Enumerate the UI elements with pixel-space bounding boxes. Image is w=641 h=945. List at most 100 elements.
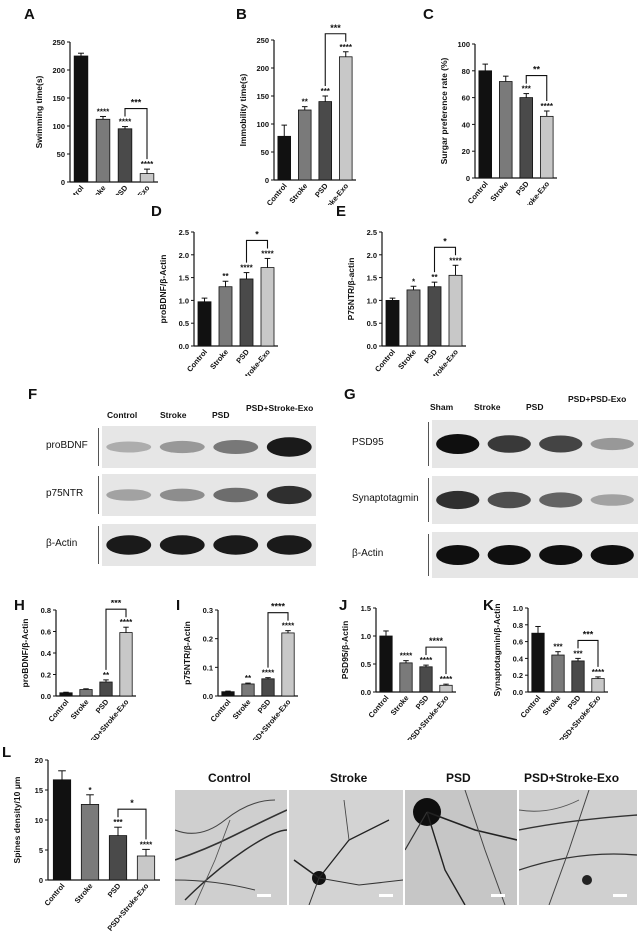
panel-label-j: J <box>339 597 348 614</box>
panel-label-e: E <box>336 203 347 220</box>
comparison-label: *** <box>131 98 142 108</box>
category-label: Control <box>61 184 85 195</box>
chart-l-spine-density: 0 5 10 15 20 Spines density/10 μm Control * Stro… <box>12 756 160 933</box>
comparison-bracket <box>324 33 347 86</box>
chart-j-psd95-ratio: 0.0 0.5 1.0 1.5 PSD95/β-Actin Control **** Stro… <box>340 604 456 740</box>
bar <box>297 109 312 181</box>
blot-band <box>436 490 480 510</box>
comparison-label: **** <box>271 602 286 612</box>
y-tick-label: 0.0 <box>367 342 377 351</box>
category-label: Stroke <box>231 698 253 722</box>
significance-label: * <box>412 277 416 286</box>
category-label: Stroke <box>86 184 108 195</box>
y-tick-label: 0.5 <box>367 319 377 328</box>
bar <box>119 632 133 697</box>
chart-b-immobility-time: 0 50 100 150 200 250 Immobility time(s) Control… <box>238 23 356 205</box>
y-tick-label: 0.0 <box>203 692 213 701</box>
comparison-label: *** <box>111 600 122 608</box>
blot-g-header-2: Stroke <box>474 402 501 412</box>
bar <box>260 267 275 347</box>
y-axis-label: PSD95/β-Actin <box>340 621 350 680</box>
blot-divider <box>428 534 429 576</box>
panel-label-b: B <box>236 6 247 23</box>
significance-label: ** <box>245 674 252 683</box>
y-tick-label: 1.0 <box>513 604 523 613</box>
panel-label-i: I <box>176 597 181 614</box>
significance-label: **** <box>541 102 554 111</box>
bar <box>95 118 111 183</box>
y-tick-label: 1.0 <box>367 296 377 305</box>
micrograph-control <box>175 790 287 905</box>
significance-label: **** <box>440 675 453 684</box>
bar <box>439 684 453 693</box>
y-tick-label: 0.0 <box>41 692 51 701</box>
y-tick-label: 0.4 <box>513 654 524 663</box>
bar <box>80 804 100 881</box>
significance-label: **** <box>282 622 295 631</box>
category-label: Control <box>373 348 397 374</box>
y-tick-label: 0.0 <box>361 688 371 697</box>
category-label: Control <box>466 180 490 205</box>
blot-band <box>159 440 205 454</box>
blot-band <box>213 535 259 555</box>
category-label: PSD <box>422 347 439 365</box>
y-tick-label: 200 <box>256 64 269 73</box>
blot-row: PSD95 <box>346 418 638 470</box>
y-tick-label: 0 <box>39 876 43 885</box>
category-label: PSD <box>566 693 583 711</box>
y-tick-label: 0.2 <box>513 671 523 680</box>
bar <box>406 289 421 347</box>
y-axis-label: Swimming time(s) <box>34 75 44 148</box>
blot-divider <box>98 476 99 514</box>
blot-band <box>436 545 480 565</box>
blot-f-header-4: PSD+Stroke-Exo <box>246 403 314 413</box>
blot-band <box>106 535 152 555</box>
significance-label: *** <box>553 643 563 652</box>
category-label: PSD <box>94 697 111 715</box>
comparison-label: *** <box>330 23 341 33</box>
category-label: Control <box>208 698 232 724</box>
bar <box>338 56 353 181</box>
blot-band <box>159 535 205 555</box>
y-axis-label: Immobility time(s) <box>238 73 248 146</box>
y-tick-label: 0.4 <box>41 649 52 658</box>
category-label: PSD+Stroke-Exo <box>506 179 551 205</box>
category-label: Control <box>185 348 209 374</box>
category-label: PSD+Stroke-Exo <box>227 347 272 376</box>
bar <box>197 301 212 347</box>
comparison-bracket <box>425 646 447 675</box>
blot-band <box>106 489 152 501</box>
blot-band <box>213 487 259 503</box>
micrograph-title-psd-stroke-exo: PSD+Stroke-Exo <box>524 771 620 785</box>
significance-label: ** <box>302 98 309 107</box>
bar <box>498 81 513 179</box>
y-tick-label: 50 <box>261 148 269 157</box>
neuron-image-psd <box>405 790 517 905</box>
category-label: PSD <box>514 179 531 197</box>
bar <box>478 70 493 179</box>
bar <box>79 689 93 697</box>
blot-band <box>159 488 205 502</box>
category-label: Stroke <box>389 694 411 718</box>
chart-i-p75ntr-ratio: 0.0 0.1 0.2 0.3 p75NTR/β-Actin Control ** Strok… <box>182 602 298 740</box>
significance-label: *** <box>522 85 532 94</box>
y-tick-label: 2.0 <box>179 251 189 260</box>
bar <box>531 632 545 693</box>
panel-label-f: F <box>28 386 38 403</box>
blot-band <box>539 435 583 453</box>
blot-band <box>539 545 583 565</box>
category-label: Stroke <box>396 348 418 372</box>
blot-divider <box>98 428 99 466</box>
y-tick-label: 80 <box>462 67 470 76</box>
bar <box>539 115 554 179</box>
category-label: Control <box>46 698 70 724</box>
micrograph-title-psd: PSD <box>446 771 471 785</box>
y-tick-label: 60 <box>462 94 470 103</box>
comparison-bracket <box>267 612 289 668</box>
category-label: Control <box>366 694 390 720</box>
comparison-bracket <box>433 246 457 273</box>
blot-f-header-2: Stroke <box>160 410 187 420</box>
blot-row: β-Actin <box>346 530 638 580</box>
blot-band <box>487 435 531 453</box>
bar <box>221 691 235 697</box>
